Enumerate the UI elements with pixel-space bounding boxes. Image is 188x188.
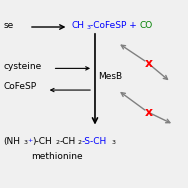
Text: 3: 3 bbox=[112, 140, 116, 145]
Text: +: + bbox=[27, 138, 32, 143]
Text: 2: 2 bbox=[56, 140, 60, 145]
Text: methionine: methionine bbox=[31, 152, 83, 161]
Text: CoFeSP: CoFeSP bbox=[3, 82, 36, 91]
Text: CH: CH bbox=[71, 21, 84, 30]
Text: -CH: -CH bbox=[60, 137, 76, 146]
Text: -CoFeSP +: -CoFeSP + bbox=[90, 21, 140, 30]
Text: se: se bbox=[3, 21, 14, 30]
Text: MesB: MesB bbox=[98, 72, 122, 81]
Text: cysteine: cysteine bbox=[3, 62, 42, 71]
Text: 3: 3 bbox=[86, 25, 90, 30]
Text: 3: 3 bbox=[23, 140, 27, 145]
Text: CO: CO bbox=[139, 21, 153, 30]
Text: x: x bbox=[145, 106, 153, 119]
Text: -S-CH: -S-CH bbox=[81, 137, 106, 146]
Text: 2: 2 bbox=[77, 140, 81, 145]
Text: (NH: (NH bbox=[3, 137, 20, 146]
Text: x: x bbox=[145, 57, 153, 70]
Text: )-CH: )-CH bbox=[32, 137, 52, 146]
